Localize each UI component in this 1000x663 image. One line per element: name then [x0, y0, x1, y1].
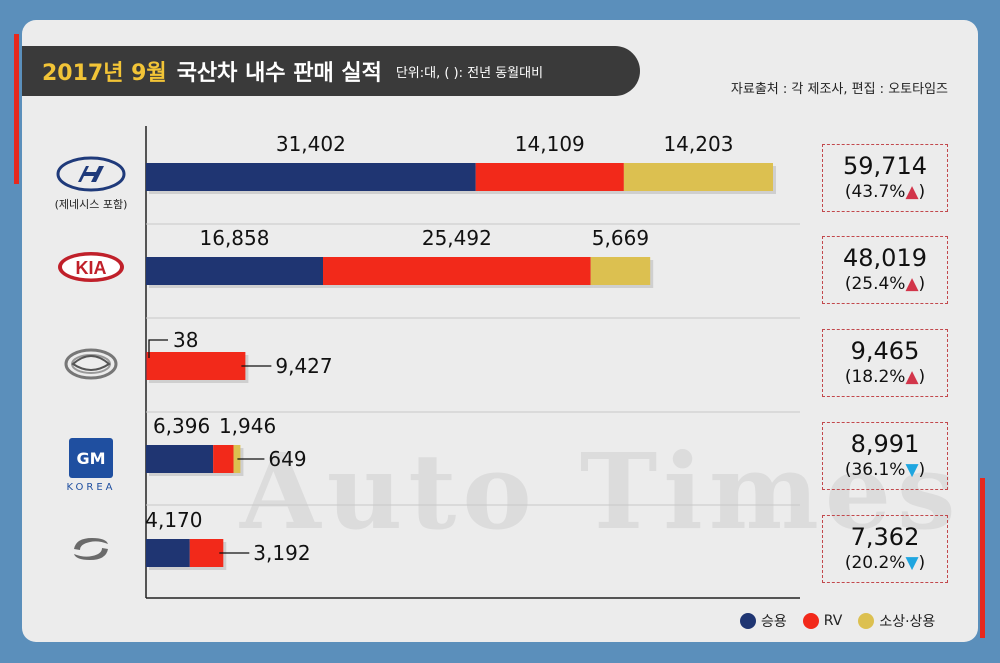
legend-item-rv: RV: [802, 613, 843, 629]
title-highlight: 2017년 9월: [42, 61, 167, 86]
data-label: 1,946: [219, 414, 276, 438]
legend-swatch: [802, 613, 819, 629]
bar-segment-passenger: [146, 257, 324, 285]
hyundai-icon: [56, 156, 126, 192]
gm-caption: KOREA: [66, 482, 116, 493]
data-label: 14,109: [515, 132, 585, 156]
hyundai-logo: (제네시스 포함): [46, 156, 136, 212]
data-label: 9,427: [275, 354, 332, 378]
bar-segment-passenger: [146, 539, 190, 567]
legend-label: 소상·상용: [879, 614, 936, 630]
up-arrow-icon: ▲: [905, 367, 919, 387]
accent-bar-left: [14, 34, 19, 184]
kia-logo: KIA: [46, 249, 136, 285]
ssangyong-icon: [64, 348, 118, 380]
down-arrow-icon: ▼: [905, 460, 919, 480]
total-box-ssangyong: 9,465 (18.2%▲): [822, 329, 948, 397]
hyundai-caption: (제네시스 포함): [54, 198, 128, 211]
bar-segment-rv: [323, 257, 591, 285]
data-label: 38: [173, 328, 198, 352]
total-box-hyundai: 59,714 (43.7%▲): [822, 144, 948, 212]
renault-samsung-icon: [74, 538, 108, 560]
leader-line: [148, 339, 168, 358]
bar-segment-rv: [475, 163, 624, 191]
total-change: (18.2%▲): [844, 367, 926, 387]
bar-segment-commercial: [623, 163, 773, 191]
renault-samsung-logo: [46, 534, 136, 564]
page-title: 국산차 내수 판매 실적: [176, 61, 382, 86]
legend-label: RV: [823, 613, 843, 629]
down-arrow-icon: ▼: [905, 553, 919, 573]
chart-card: [22, 20, 978, 642]
gm-icon: GM: [69, 438, 113, 478]
data-label: 5,669: [592, 226, 649, 250]
bar-segment-passenger: [146, 445, 214, 473]
data-label: 4,170: [145, 508, 202, 532]
bar-segment-commercial: [233, 445, 241, 473]
up-arrow-icon: ▲: [905, 274, 919, 294]
total-change: (36.1%▼): [844, 460, 926, 480]
bar-segment-rv: [213, 445, 234, 473]
bar-segment-rv: [189, 539, 224, 567]
total-value: 7,362: [850, 523, 920, 551]
data-label: 16,858: [200, 226, 270, 250]
bar-segment-commercial: [590, 257, 651, 285]
watermark: Auto Times: [240, 430, 962, 553]
data-label: 649: [268, 447, 306, 471]
bar-segment-rv: [146, 352, 246, 380]
data-label: 6,396: [153, 414, 210, 438]
total-change: (20.2%▼): [844, 553, 926, 573]
unit-note: 단위:대, ( ): 전년 동월대비: [395, 65, 544, 81]
legend-swatch: [858, 613, 875, 629]
title-bar: 2017년 9월 국산차 내수 판매 실적 단위:대, ( ): 전년 동월대비: [22, 46, 640, 96]
legend-item-commercial: 소상·상용: [858, 611, 935, 631]
data-label: 14,203: [663, 132, 733, 156]
total-value: 59,714: [843, 152, 927, 180]
data-label: 25,492: [422, 226, 492, 250]
legend-item-passenger: 승용: [740, 611, 787, 631]
total-change: (25.4%▲): [844, 274, 926, 294]
total-box-renault: 7,362 (20.2%▼): [822, 515, 948, 583]
total-value: 9,465: [850, 337, 920, 365]
total-box-kia: 48,019 (25.4%▲): [822, 236, 948, 304]
legend-label: 승용: [761, 614, 787, 630]
total-box-gm: 8,991 (36.1%▼): [822, 422, 948, 490]
accent-bar-right: [980, 478, 985, 638]
up-arrow-icon: ▲: [905, 182, 919, 202]
kia-logo-text: KIA: [76, 258, 107, 278]
total-change: (43.7%▲): [844, 182, 926, 202]
chart-legend: 승용 RV 소상·상용: [740, 611, 951, 631]
total-value: 8,991: [850, 430, 920, 458]
data-label: 3,192: [253, 541, 310, 565]
bar-segment-passenger: [146, 163, 476, 191]
total-value: 48,019: [843, 244, 927, 272]
source-note: 자료출처 : 각 제조사, 편집 : 오토타임즈: [730, 82, 948, 97]
data-label: 31,402: [276, 132, 346, 156]
ssangyong-logo: [46, 346, 136, 382]
kia-icon: KIA: [58, 252, 124, 282]
legend-swatch: [740, 613, 756, 629]
gm-korea-logo: GM KOREA: [46, 438, 136, 493]
